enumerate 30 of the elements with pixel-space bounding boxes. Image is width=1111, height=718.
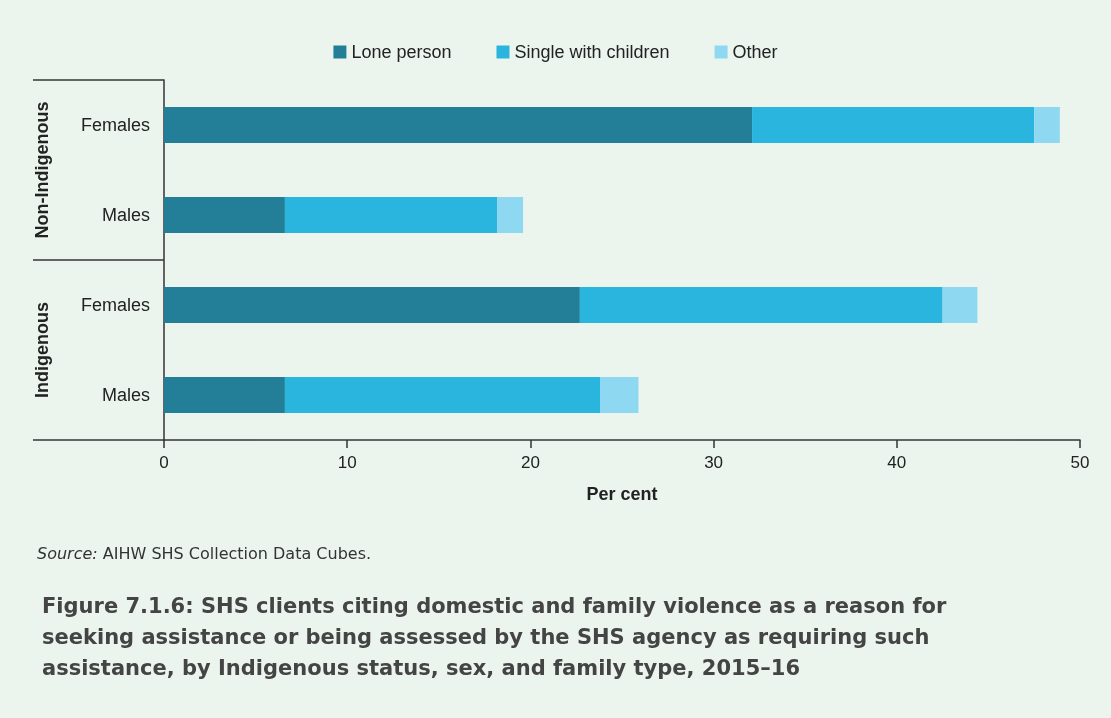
x-tick-label: 20 [520,453,540,472]
bar [164,107,753,143]
bar [497,197,524,233]
source-note: Source: AIHW SHS Collection Data Cubes. [37,543,372,563]
bar [942,287,978,323]
bar [164,287,580,323]
x-tick-label: 30 [704,453,724,472]
bar [600,377,639,413]
y-tick-label: Females [80,295,150,315]
legend-label: Other [732,42,778,62]
y-tick-label: Females [80,115,150,135]
bar [752,107,1035,143]
y-tick-label: Males [101,385,150,405]
legend-label: Single with children [514,42,670,62]
x-tick-label: 10 [337,453,357,472]
bar [1034,107,1060,143]
bar [579,287,943,323]
text: Indigenous [32,302,52,398]
x-axis-title: Per cent [586,484,658,504]
text: Non-Indigenous [32,101,52,239]
x-tick-label: 0 [159,453,169,472]
legend-label: Lone person [351,42,452,62]
bar [284,377,601,413]
bar [164,197,285,233]
x-tick-label: 50 [1070,453,1090,472]
y-tick-label: Males [101,205,150,225]
bar [284,197,498,233]
text: Figure 7.1.6: SHS clients citing domestic and family violence as a reason for seeking assistance or being assessed by the SHS agency as requiring such assistance, by Indigenous status, sex, and family type, 2015–16 [42,593,954,680]
x-tick-label: 40 [887,453,907,472]
bar [164,377,285,413]
